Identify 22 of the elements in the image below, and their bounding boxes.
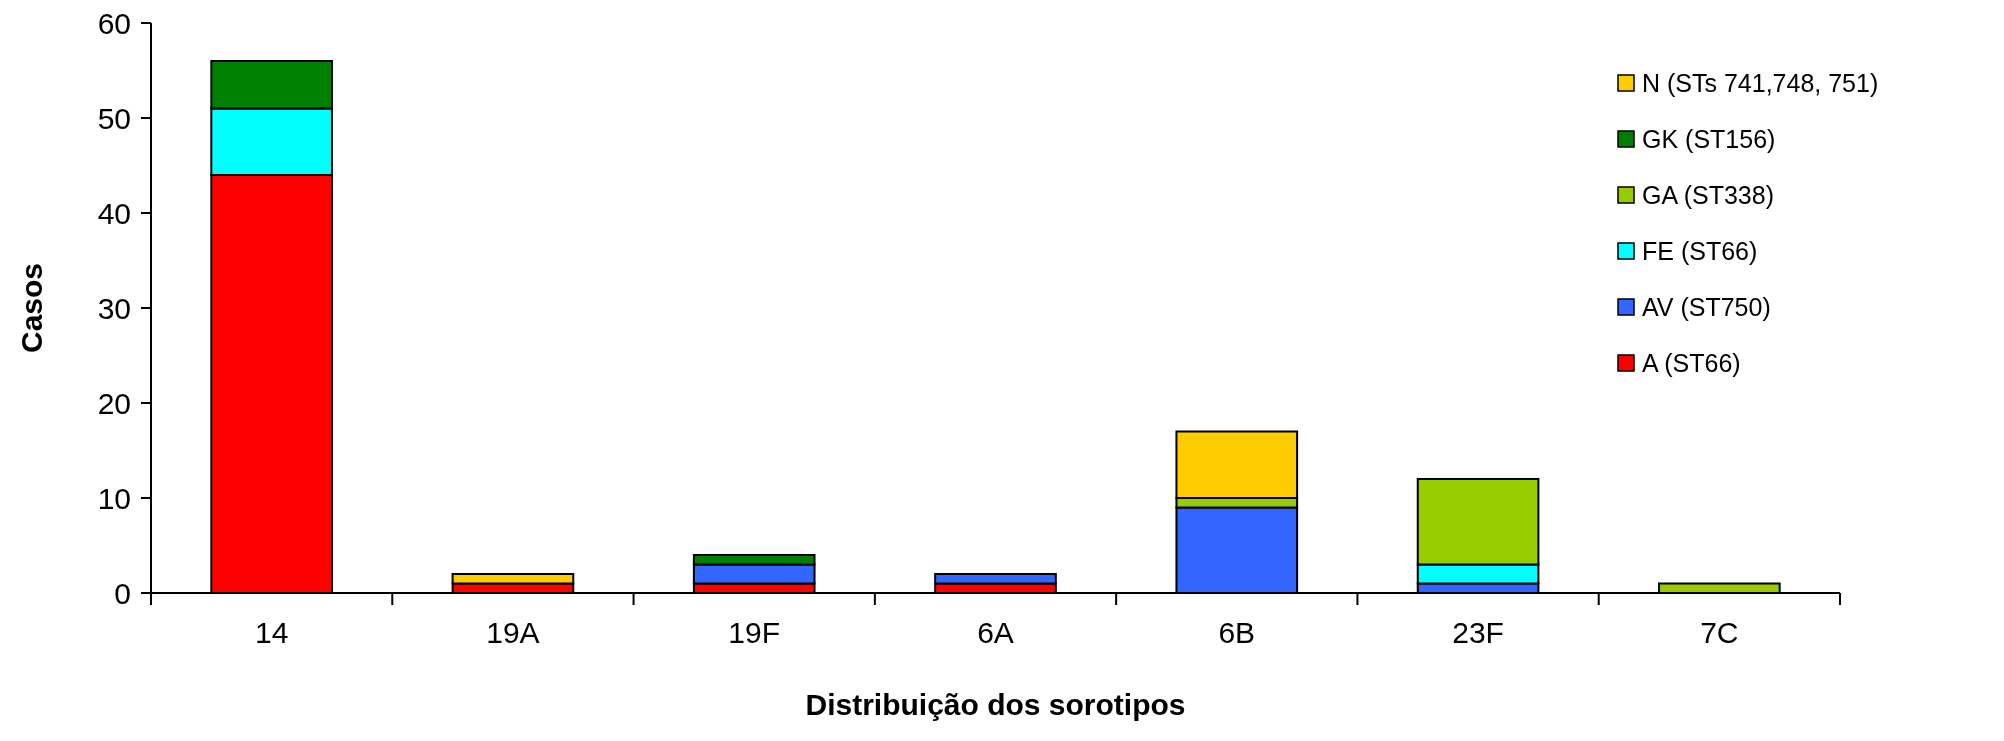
y-tick-label: 20 bbox=[97, 386, 131, 420]
y-tick-label: 0 bbox=[114, 576, 131, 610]
y-axis-title: Casos bbox=[15, 262, 48, 354]
legend-label: A (ST66) bbox=[1642, 348, 1741, 377]
x-tick-label: 7C bbox=[1700, 616, 1739, 649]
y-tick-label: 60 bbox=[97, 6, 131, 40]
legend-label: N (STs 741,748, 751) bbox=[1642, 68, 1879, 97]
y-tick-label: 40 bbox=[97, 196, 131, 230]
legend-label: GK (ST156) bbox=[1642, 124, 1776, 153]
x-tick-label: 19F bbox=[728, 616, 781, 649]
x-tick-label: 23F bbox=[1452, 616, 1504, 649]
x-tick-label: 19A bbox=[486, 616, 540, 649]
y-tick-label: 50 bbox=[97, 101, 131, 135]
legend-label: AV (ST750) bbox=[1642, 292, 1771, 321]
x-tick-label: 6B bbox=[1218, 616, 1256, 649]
y-tick-label: 10 bbox=[97, 481, 131, 515]
x-tick-label: 6A bbox=[977, 616, 1014, 649]
legend-label: FE (ST66) bbox=[1642, 236, 1758, 265]
x-tick-label: 14 bbox=[254, 616, 289, 649]
x-axis-title: Distribuição dos sorotipos bbox=[805, 688, 1186, 721]
legend-label: GA (ST338) bbox=[1642, 180, 1774, 209]
y-tick-label: 30 bbox=[97, 291, 131, 325]
